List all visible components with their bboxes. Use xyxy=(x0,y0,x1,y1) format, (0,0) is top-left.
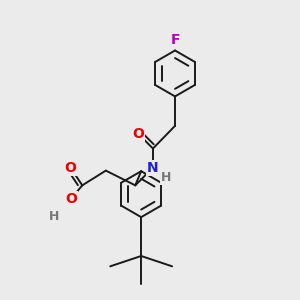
Text: H: H xyxy=(49,210,59,223)
Text: O: O xyxy=(64,161,76,175)
Text: O: O xyxy=(132,127,144,141)
Text: F: F xyxy=(170,34,180,47)
Text: O: O xyxy=(65,193,77,206)
Text: H: H xyxy=(161,172,171,184)
Text: N: N xyxy=(147,161,159,175)
